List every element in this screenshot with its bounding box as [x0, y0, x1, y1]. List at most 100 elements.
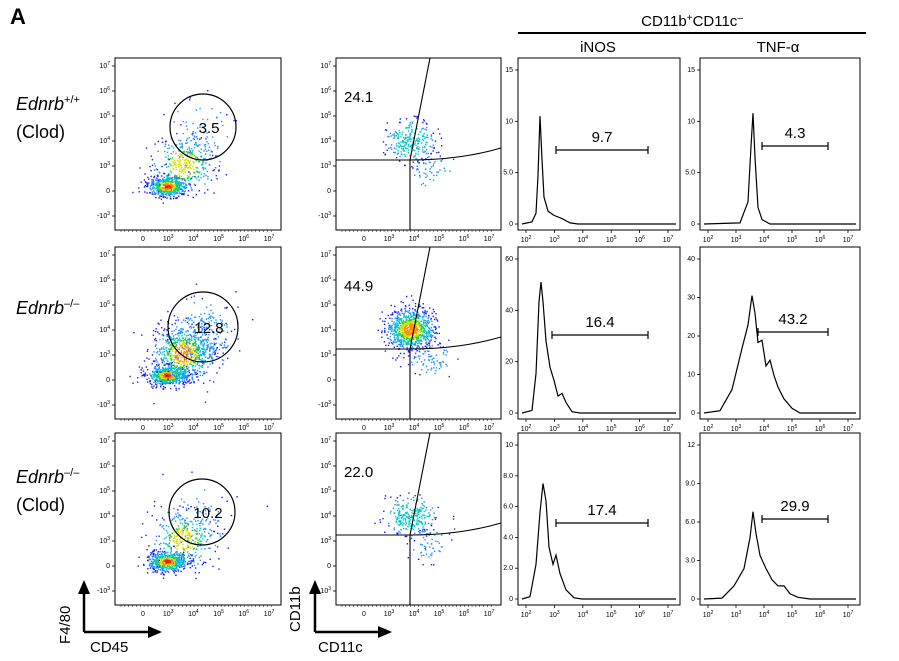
- event-dot: [173, 188, 175, 191]
- event-dot: [200, 173, 203, 176]
- event-dot: [198, 348, 200, 350]
- event-dot: [151, 377, 153, 379]
- event-dot: [419, 305, 421, 307]
- event-dot: [418, 334, 420, 336]
- event-dot: [193, 316, 196, 319]
- event-dot: [423, 132, 425, 135]
- event-dot: [440, 361, 442, 364]
- event-dot: [215, 117, 218, 119]
- event-dot: [178, 352, 180, 354]
- event-dot: [215, 342, 217, 344]
- event-dot: [202, 349, 204, 351]
- event-dot: [438, 332, 440, 335]
- event-dot: [167, 511, 169, 513]
- event-dot: [188, 99, 191, 101]
- event-dot: [168, 537, 171, 539]
- event-dot: [410, 126, 413, 128]
- circle-gate: [167, 291, 239, 363]
- event-dot: [191, 151, 193, 154]
- event-dot: [209, 325, 212, 327]
- event-dot: [423, 312, 425, 315]
- event-dot: [182, 168, 185, 170]
- event-dot: [432, 132, 434, 134]
- event-dot: [208, 146, 211, 149]
- y-tick-label: 105: [99, 486, 110, 495]
- y-tick-label: 106: [99, 461, 110, 470]
- event-dot: [151, 386, 153, 388]
- event-dot: [414, 372, 416, 375]
- event-dot: [183, 557, 185, 559]
- event-dot: [421, 369, 423, 371]
- event-dot: [141, 375, 143, 377]
- event-dot: [169, 194, 172, 196]
- event-dot: [184, 521, 186, 523]
- event-dot: [190, 543, 192, 545]
- event-dot: [189, 167, 191, 169]
- event-dot: [158, 333, 160, 335]
- event-dot: [152, 185, 154, 187]
- event-dot: [185, 365, 188, 368]
- event-dot: [169, 362, 171, 364]
- event-dot: [406, 316, 408, 318]
- event-dot: [420, 328, 422, 331]
- event-dot: [188, 166, 190, 168]
- event-dot: [422, 139, 425, 142]
- event-dot: [180, 345, 183, 347]
- event-dot: [175, 563, 177, 565]
- event-dot: [205, 561, 207, 564]
- event-dot: [156, 368, 158, 371]
- event-dot: [171, 345, 174, 348]
- event-dot: [157, 193, 159, 195]
- event-dot: [162, 367, 164, 369]
- event-dot: [384, 327, 386, 330]
- event-dot: [204, 146, 206, 148]
- event-dot: [141, 334, 143, 336]
- event-dot: [171, 564, 173, 566]
- event-dot: [414, 302, 417, 305]
- event-dot: [185, 358, 187, 361]
- event-dot: [409, 134, 411, 136]
- event-dot: [176, 186, 178, 188]
- event-dot: [396, 312, 399, 314]
- event-dot: [214, 353, 216, 355]
- event-dot: [156, 185, 159, 187]
- population-header: CD11b+CD11c–: [641, 13, 743, 30]
- event-dot: [402, 329, 404, 331]
- event-dot: [170, 359, 173, 361]
- event-dot: [397, 324, 400, 326]
- event-dot: [218, 169, 220, 171]
- event-dot: [178, 362, 180, 364]
- event-dot: [180, 351, 182, 353]
- event-dot: [399, 318, 401, 320]
- event-dot: [183, 186, 185, 189]
- event-dot: [201, 533, 203, 535]
- event-dot: [216, 515, 218, 517]
- event-dot: [193, 343, 195, 345]
- event-dot: [407, 331, 409, 333]
- event-dot: [406, 137, 408, 139]
- event-dot: [410, 361, 413, 364]
- event-dot: [202, 523, 204, 525]
- event-dot: [180, 124, 182, 126]
- event-dot: [195, 324, 198, 326]
- event-dot: [209, 347, 212, 350]
- event-dot: [213, 381, 215, 383]
- event-dot: [186, 544, 189, 547]
- event-dot: [161, 374, 163, 377]
- event-dot: [435, 313, 437, 315]
- event-dot: [206, 118, 209, 121]
- event-dot: [156, 361, 158, 363]
- event-dot: [205, 513, 207, 515]
- event-dot: [169, 348, 172, 350]
- event-dot: [399, 352, 402, 355]
- x-tick-label: 103: [163, 609, 174, 618]
- event-dot: [195, 577, 197, 580]
- event-dot: [409, 335, 411, 337]
- event-dot: [197, 542, 199, 544]
- event-dot: [183, 352, 186, 354]
- event-dot: [166, 359, 168, 361]
- event-dot: [147, 560, 150, 562]
- event-dot: [165, 376, 168, 379]
- event-dot: [195, 141, 197, 144]
- event-dot: [167, 545, 170, 548]
